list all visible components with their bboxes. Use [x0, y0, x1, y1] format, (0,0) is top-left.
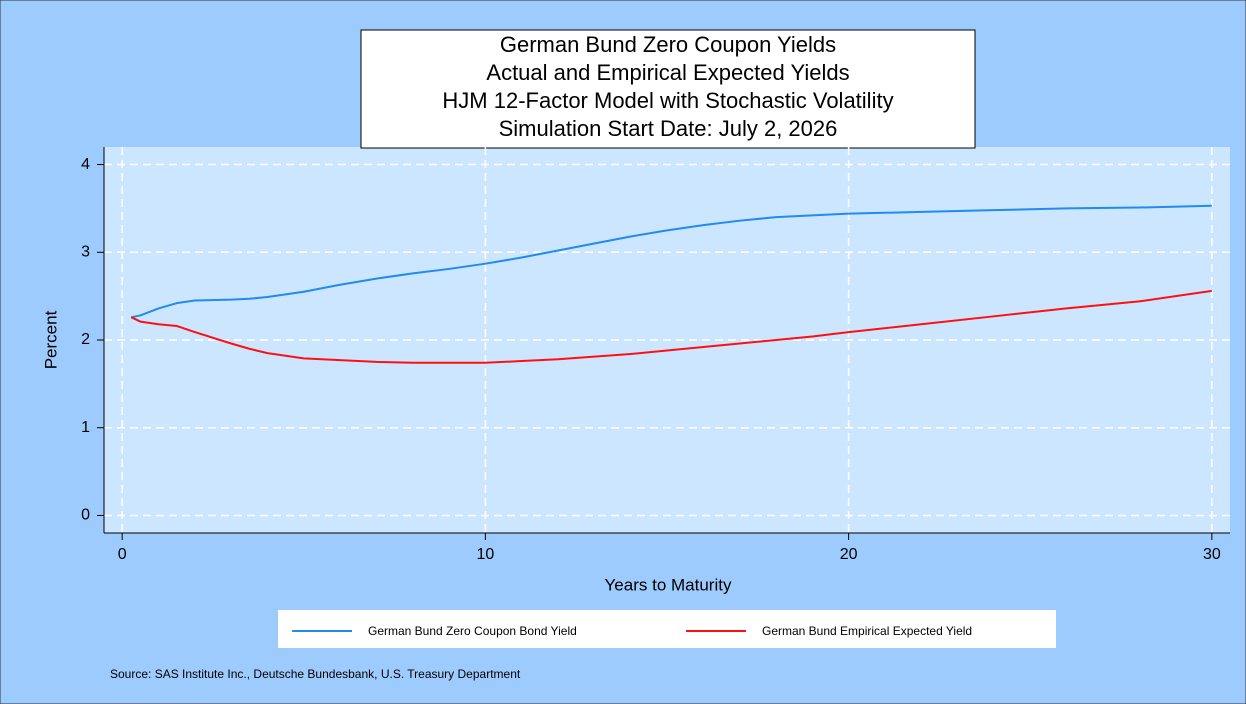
legend	[278, 610, 1056, 648]
x-tick-label: 10	[476, 546, 494, 563]
chart-title: HJM 12-Factor Model with Stochastic Vola…	[442, 88, 893, 113]
y-tick-label: 4	[81, 156, 90, 173]
x-tick-label: 20	[840, 546, 858, 563]
chart-title: German Bund Zero Coupon Yields	[500, 32, 836, 57]
y-tick-label: 1	[81, 419, 90, 436]
chart-title: Simulation Start Date: July 2, 2026	[499, 116, 838, 141]
series-line	[131, 204, 1212, 319]
legend-label: German Bund Zero Coupon Bond Yield	[368, 624, 577, 638]
y-axis-label: Percent	[41, 310, 60, 369]
x-tick-label: 0	[118, 546, 127, 563]
legend-label: German Bund Empirical Expected Yield	[762, 624, 972, 638]
x-axis-label: Years to Maturity	[605, 575, 732, 594]
source-note: Source: SAS Institute Inc., Deutsche Bun…	[110, 667, 521, 681]
series-line	[130, 289, 1212, 364]
title-box	[360, 29, 976, 149]
chart-title: Actual and Empirical Expected Yields	[486, 60, 849, 85]
y-tick-label: 2	[81, 331, 90, 348]
y-tick-label: 0	[81, 507, 90, 524]
x-tick-label: 30	[1203, 546, 1221, 563]
y-tick-label: 3	[81, 243, 90, 260]
